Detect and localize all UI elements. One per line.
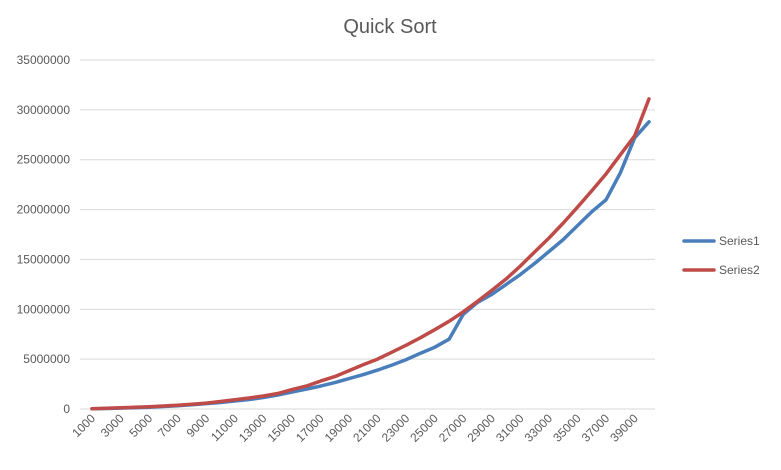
y-axis-ticks: 0 5000000 10000000 15000000 20000000 25000000… (17, 53, 71, 416)
y-tick-label: 5000000 (23, 352, 70, 366)
legend-label-series2: Series2 (719, 263, 760, 277)
y-tick-label: 20000000 (17, 203, 71, 217)
x-tick-label: 11000 (208, 411, 241, 444)
series-lines (90, 97, 651, 411)
gridlines (80, 59, 655, 410)
y-tick-label: 25000000 (17, 153, 71, 167)
x-tick-label: 17000 (293, 411, 327, 445)
x-tick-label: 39000 (607, 411, 641, 445)
x-tick-label: 37000 (579, 411, 613, 445)
x-tick-label: 3000 (98, 411, 127, 440)
legend-label-series1: Series1 (719, 234, 760, 248)
x-tick-label: 5000 (126, 411, 155, 440)
x-tick-label: 7000 (155, 411, 184, 440)
x-tick-label: 33000 (522, 411, 556, 445)
y-tick-label: 10000000 (17, 302, 71, 316)
chart-title: Quick Sort (343, 16, 437, 38)
x-tick-label: 27000 (436, 411, 470, 445)
x-tick-label: 29000 (465, 411, 499, 445)
y-tick-label: 15000000 (17, 252, 71, 266)
x-tick-label: 13000 (236, 411, 270, 445)
x-tick-label: 1000 (69, 411, 98, 440)
x-tick-label: 15000 (265, 411, 299, 445)
x-tick-label: 35000 (550, 411, 584, 445)
series-line-series2 (90, 97, 651, 411)
x-tick-label: 25000 (407, 411, 441, 445)
x-axis-ticks: 1000 3000 5000 7000 900011000130001500017000… (69, 411, 641, 445)
x-tick-label: 21000 (350, 411, 384, 445)
y-tick-label: 35000000 (17, 53, 71, 67)
y-tick-label: 30000000 (17, 103, 71, 117)
y-tick-label: 0 (63, 402, 70, 416)
series-line-series1 (90, 120, 651, 411)
x-tick-label: 23000 (379, 411, 413, 445)
legend: Series1 Series2 (682, 234, 760, 277)
x-tick-label: 31000 (493, 411, 527, 445)
x-tick-label: 19000 (322, 411, 356, 445)
